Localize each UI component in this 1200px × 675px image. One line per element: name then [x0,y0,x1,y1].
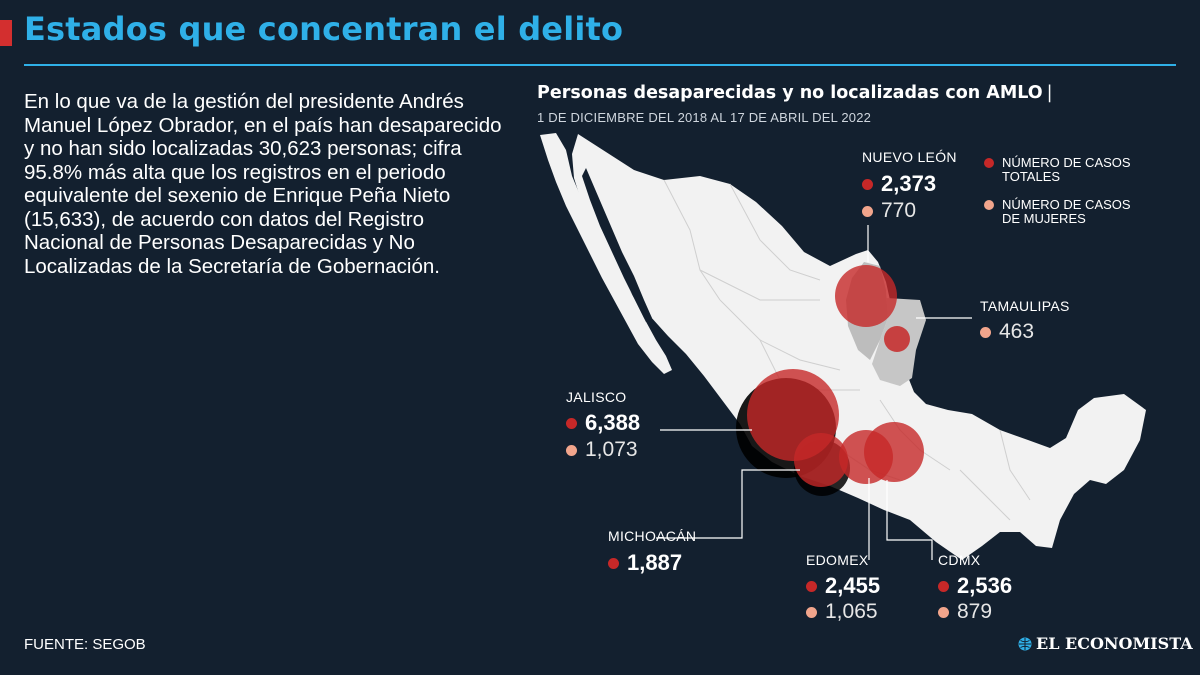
women-dot [806,606,817,618]
women-value: 463 [999,320,1035,343]
gulf-of-california [582,168,652,322]
women-dot [862,205,873,217]
legend-women-label: NÚMERO DE CASOS DE MUJERES [1002,197,1131,226]
state-label-cdmx: CDMX [938,552,981,568]
map-subtitle: 1 DE DICIEMBRE DEL 2018 AL 17 DE ABRIL D… [537,110,872,125]
stat-women-jalisco: 1,073 [566,438,638,462]
legend-women: NÚMERO DE CASOS DE MUJERES [984,198,1144,226]
legend-total-dot [984,158,994,168]
women-value: 1,073 [585,438,638,461]
stat-total-edomex: 2,455 [806,573,880,599]
map-title: Personas desaparecidas y no localizadas … [537,83,1053,103]
leader-cdmx [886,480,933,560]
women-dot [938,606,949,618]
stat-total-cdmx: 2,536 [938,573,1012,599]
total-value: 6,388 [585,410,641,435]
stat-total-nuevo-leon: 2,373 [862,171,936,197]
total-dot [608,557,619,569]
source-note: FUENTE: SEGOB [24,636,146,653]
nuevo-leon-circle [835,265,897,327]
accent-block [0,20,12,46]
map-title-text: Personas desaparecidas y no localizadas … [537,83,1043,103]
total-value: 2,536 [957,573,1013,598]
tamaulipas-circle [884,326,910,352]
map-title-separator: | [1046,83,1053,103]
total-value: 2,373 [881,171,937,196]
total-value: 2,455 [825,573,881,598]
state-label-edomex: EDOMEX [806,552,869,568]
stat-women-tamaulipas: 463 [980,320,1034,344]
stat-total-jalisco: 6,388 [566,410,640,436]
stat-women-nuevo-leon: 770 [862,199,916,223]
state-label-jalisco: JALISCO [566,389,627,405]
michoacan-circle [794,433,848,487]
cdmx-circle [864,422,924,482]
total-dot [938,580,949,592]
state-label-michoacan: MICHOACÁN [608,528,697,544]
leader-lines [656,225,972,560]
stat-women-edomex: 1,065 [806,600,878,624]
title-divider [24,64,1176,66]
legend-women-dot [984,200,994,210]
legend-total: NÚMERO DE CASOS TOTALES [984,156,1144,184]
women-dot [566,444,577,456]
women-value: 770 [881,199,917,222]
stat-women-cdmx: 879 [938,600,992,624]
total-value: 1,887 [627,550,683,575]
state-label-nuevo-leon: NUEVO LEÓN [862,149,957,165]
intro-paragraph: En lo que va de la gestión del president… [24,90,502,278]
el-economista-logo: EL ECONOMISTA [1018,634,1193,653]
globe-icon [1018,637,1032,650]
stat-total-michoacan: 1,887 [608,550,682,576]
total-dot [566,417,577,429]
total-dot [862,178,873,190]
women-dot [980,326,991,338]
women-value: 879 [957,600,993,623]
page-title: Estados que concentran el delito [24,10,624,48]
leader-michoacan [656,469,800,539]
women-value: 1,065 [825,600,878,623]
state-label-tamaulipas: TAMAULIPAS [980,298,1070,314]
total-dot [806,580,817,592]
legend-total-label: NÚMERO DE CASOS TOTALES [1002,155,1131,184]
logo-text: EL ECONOMISTA [1036,634,1193,653]
